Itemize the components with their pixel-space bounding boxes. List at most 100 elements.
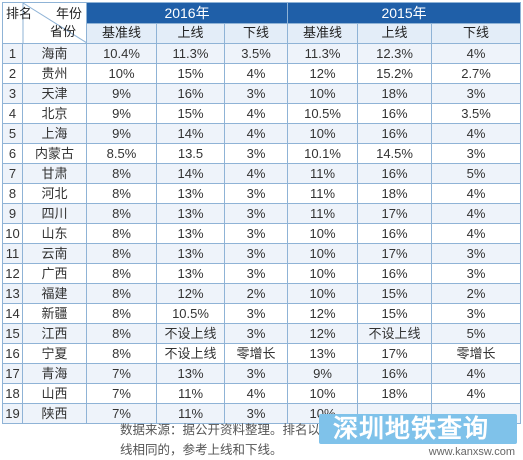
base-2015-cell: 11.3% — [287, 43, 359, 64]
rank-cell: 15 — [2, 323, 23, 344]
base-2015-cell: 10% — [287, 283, 359, 304]
upper-2015-cell: 18% — [357, 183, 433, 204]
lower-2015-cell: 4% — [431, 43, 522, 64]
base-2016-cell: 7% — [86, 403, 157, 424]
upper-2016-cell: 12% — [156, 283, 225, 304]
base-2016-cell: 7% — [86, 363, 157, 384]
upper-2016-cell: 不设上线 — [156, 343, 225, 364]
table-row: 16 宁夏 8% 不设上线 零增长 13% 17% 零增长 — [2, 343, 522, 364]
base-2016-cell: 7% — [86, 383, 157, 404]
upper-2016-cell: 13% — [156, 203, 225, 224]
upper-2016-cell: 11.3% — [156, 43, 225, 64]
base-2016-cell: 8% — [86, 303, 157, 324]
base-2015-cell: 10% — [287, 83, 359, 104]
table-row: 4 北京 9% 15% 4% 10.5% 16% 3.5% — [2, 103, 522, 124]
table-row: 19 陕西 7% 11% 3% 10% — [2, 403, 522, 424]
rank-cell: 14 — [2, 303, 23, 324]
lower-2015-cell: 4% — [431, 183, 522, 204]
province-cell: 陕西 — [22, 403, 87, 424]
base-2016-cell: 8.5% — [86, 143, 157, 164]
base-2015-cell: 11% — [287, 203, 359, 224]
base-2016-cell: 8% — [86, 323, 157, 344]
base-2015-cell: 10.5% — [287, 103, 359, 124]
province-cell: 北京 — [22, 103, 87, 124]
col-2016-base: 基准线 — [86, 22, 157, 44]
upper-2015-cell: 17% — [357, 343, 433, 364]
upper-2016-cell: 13% — [156, 263, 225, 284]
lower-2016-cell: 3% — [223, 143, 289, 164]
province-cell: 福建 — [22, 283, 87, 304]
table-row: 9 四川 8% 13% 3% 11% 17% 4% — [2, 203, 522, 224]
base-2016-cell: 9% — [86, 83, 157, 104]
watermark-url: www.kanxsw.com — [428, 446, 515, 458]
upper-2016-cell: 16% — [156, 83, 225, 104]
base-2016-cell: 8% — [86, 263, 157, 284]
province-cell: 天津 — [22, 83, 87, 104]
lower-2016-cell: 3% — [223, 363, 289, 384]
rank-cell: 8 — [2, 183, 23, 204]
rank-cell: 3 — [2, 83, 23, 104]
lower-2016-cell: 3.5% — [223, 43, 289, 64]
upper-2015-cell: 14.5% — [357, 143, 433, 164]
province-cell: 贵州 — [22, 63, 87, 84]
table-row: 5 上海 9% 14% 4% 10% 16% 4% — [2, 123, 522, 144]
lower-2015-cell: 3% — [431, 243, 522, 264]
rank-cell: 1 — [2, 43, 23, 64]
lower-2016-cell: 3% — [223, 323, 289, 344]
upper-2015-cell: 18% — [357, 83, 433, 104]
base-2016-cell: 8% — [86, 283, 157, 304]
col-2015-lower: 下线 — [431, 22, 522, 44]
lower-2015-cell: 2% — [431, 283, 522, 304]
rank-header: 排名 — [6, 6, 33, 21]
rank-cell: 13 — [2, 283, 23, 304]
base-2015-cell: 10% — [287, 263, 359, 284]
wage-guideline-table: 排名 年份 省份 2016年 2015年 基准线 上线 下线 基准线 上线 下线… — [2, 2, 522, 424]
footnote: 数据来源：据公开资料整理。排名以201 线相同的，参考上线和下线。 — [120, 420, 520, 460]
lower-2016-cell: 4% — [223, 103, 289, 124]
base-2016-cell: 8% — [86, 243, 157, 264]
base-2016-cell: 8% — [86, 223, 157, 244]
upper-2015-cell: 16% — [357, 363, 433, 384]
upper-2016-cell: 13% — [156, 223, 225, 244]
rank-cell: 18 — [2, 383, 23, 404]
upper-2016-cell: 不设上线 — [156, 323, 225, 344]
lower-2015-cell: 5% — [431, 323, 522, 344]
table-row: 17 青海 7% 13% 3% 9% 16% 4% — [2, 363, 522, 384]
table-row: 8 河北 8% 13% 3% 11% 18% 4% — [2, 183, 522, 204]
lower-2016-cell: 3% — [223, 83, 289, 104]
lower-2015-cell: 零增长 — [431, 343, 522, 364]
province-cell: 海南 — [22, 43, 87, 64]
province-cell: 云南 — [22, 243, 87, 264]
rank-cell: 6 — [2, 143, 23, 164]
province-cell: 青海 — [22, 363, 87, 384]
upper-2015-cell: 不设上线 — [357, 323, 433, 344]
lower-2016-cell: 4% — [223, 163, 289, 184]
rank-cell: 12 — [2, 263, 23, 284]
lower-2016-cell: 3% — [223, 263, 289, 284]
lower-2016-cell: 4% — [223, 63, 289, 84]
upper-2016-cell: 13% — [156, 183, 225, 204]
lower-2016-cell: 4% — [223, 123, 289, 144]
lower-2015-cell: 5% — [431, 163, 522, 184]
lower-2016-cell: 3% — [223, 243, 289, 264]
col-2016-lower: 下线 — [223, 22, 289, 44]
province-cell: 江西 — [22, 323, 87, 344]
province-header: 省份 — [49, 24, 76, 39]
lower-2015-cell: 4% — [431, 383, 522, 404]
lower-2016-cell: 3% — [223, 303, 289, 324]
upper-2016-cell: 13% — [156, 243, 225, 264]
upper-2015-cell: 17% — [357, 243, 433, 264]
upper-2016-cell: 11% — [156, 383, 225, 404]
footnote-line-1: 数据来源：据公开资料整理。排名以201 — [120, 423, 341, 437]
upper-2015-cell: 15% — [357, 283, 433, 304]
province-cell: 上海 — [22, 123, 87, 144]
table-row: 2 贵州 10% 15% 4% 12% 15.2% 2.7% — [2, 63, 522, 84]
upper-2016-cell: 14% — [156, 123, 225, 144]
upper-2015-cell: 12.3% — [357, 43, 433, 64]
year-2016-header: 2016年 — [85, 2, 289, 24]
table-row: 15 江西 8% 不设上线 3% 12% 不设上线 5% — [2, 323, 522, 344]
upper-2016-cell: 10.5% — [156, 303, 225, 324]
lower-2016-cell: 4% — [223, 383, 289, 404]
base-2015-cell: 10% — [287, 123, 359, 144]
upper-2015-cell: 16% — [357, 223, 433, 244]
